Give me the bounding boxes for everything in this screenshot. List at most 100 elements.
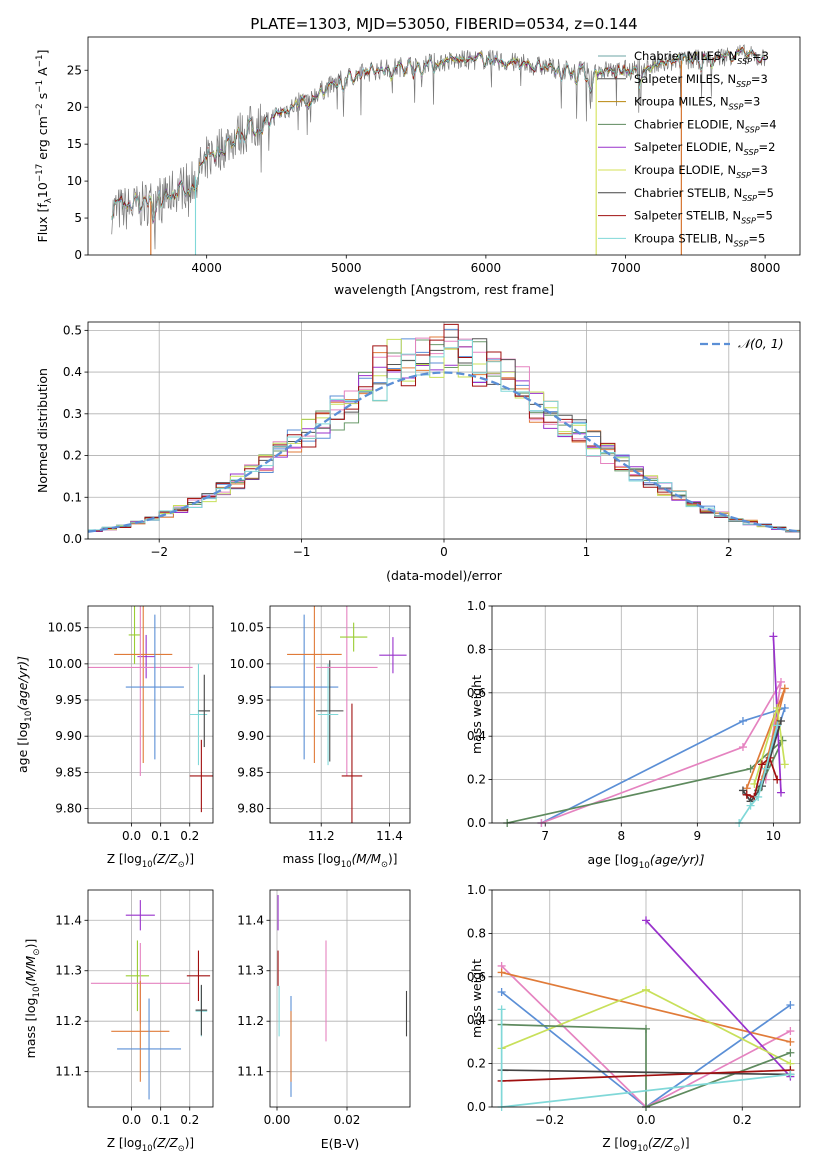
axes-frame (269, 605, 411, 824)
point-marker (497, 987, 506, 996)
x-axis-label: Z [log10(Z/Z⊙)] (107, 852, 194, 869)
ylabel-sun: ⊙ (32, 948, 42, 955)
x-tick-label: 4000 (191, 261, 222, 275)
y-tick-label: 10.05 (48, 621, 82, 635)
panel-spectrum: 4000 5000 6000 7000 8000 0 5 10 15 20 25 PLATE=1303… (35, 15, 801, 297)
x-tick-label: 7 (541, 829, 549, 843)
y-tick-label: 11.3 (55, 964, 82, 978)
x-tick-label: 7000 (610, 261, 641, 275)
xlabel-tail: )] (185, 852, 194, 866)
xlabel-text: mass [log (283, 852, 341, 866)
legend-sub: SSP (742, 194, 757, 203)
y-tick-label: 11.4 (237, 913, 264, 927)
point-marker (746, 801, 755, 810)
weight-line-1 (541, 681, 782, 823)
y-tick-label: 0.1 (63, 490, 82, 504)
x-tick-label: 0.1 (151, 1113, 170, 1127)
point-marker (497, 968, 506, 977)
xlabel-text: age [log (587, 852, 638, 867)
y-tick-label: 9.80 (237, 802, 264, 816)
legend-suffix: =3 (751, 72, 768, 86)
y-tick-label: 9.80 (55, 802, 82, 816)
weight-line-6 (501, 1069, 791, 1076)
legend-name: Chabrier MILES, N (634, 49, 737, 63)
weight-line-2 (501, 971, 791, 1043)
x-axis-label: (data-model)/error (386, 568, 503, 583)
xlabel-sub: 10 (142, 1143, 153, 1153)
y-tick-label: 9.90 (55, 729, 82, 743)
legend-entry: Salpeter MILES, NSSP=3 (634, 72, 768, 89)
x-tick-label: 5000 (331, 261, 362, 275)
x-axis-label: Z [log10(Z/Z⊙)] (107, 1136, 194, 1153)
x-tick-label: 11.2 (308, 829, 335, 843)
point-marker (738, 743, 747, 752)
x-tick-label: 11.4 (376, 829, 403, 843)
x-tick-label: 0.0 (636, 1113, 655, 1127)
y-tick-label: 0.2 (467, 773, 486, 787)
point-marker (786, 1027, 795, 1036)
x-tick-label: 1 (583, 545, 591, 559)
legend-name: Kroupa MILES, N (634, 95, 729, 109)
ylabel-text: age [log (15, 722, 30, 773)
x-axis-label: age [log10(age/yr)] (587, 852, 704, 871)
axes-frame (87, 889, 214, 1108)
xlabel-text: Z [log (107, 852, 142, 866)
xlabel-expr: (age/yr)] (650, 852, 705, 867)
legend-entry: Salpeter STELIB, NSSP=5 (634, 209, 773, 226)
ylabel-part: s (35, 93, 50, 104)
x-axis-label: mass [log10(M/M⊙)] (283, 852, 398, 869)
y-tick-label: 0.4 (63, 365, 82, 379)
xlabel-expr: (Z/Z (648, 1136, 674, 1150)
y-tick-label: 0.4 (467, 1013, 486, 1027)
point-marker (780, 703, 789, 712)
y-tick-label: 0.0 (63, 532, 82, 546)
y-tick-label: 11.3 (237, 964, 264, 978)
y-tick-label: 0.8 (467, 642, 486, 656)
ylabel-part: erg cm (35, 116, 50, 164)
point-marker (642, 985, 650, 994)
y-tick-label: 15 (67, 137, 82, 151)
y-tick-label: 0.4 (467, 729, 486, 743)
xlabel-expr: (M/M (352, 852, 382, 866)
x-tick-label: −1 (293, 545, 311, 559)
y-tick-label: 9.95 (55, 693, 82, 707)
legend-suffix: =2 (758, 140, 775, 154)
x-tick-label: 0.02 (334, 1113, 361, 1127)
legend-name: Salpeter MILES, N (634, 72, 736, 86)
model-spectrum-8 (111, 48, 766, 221)
legend-suffix: =3 (751, 163, 768, 177)
legend-sub: SSP (736, 80, 751, 89)
legend-name: Chabrier STELIB, N (634, 186, 742, 200)
y-tick-label: 10.05 (230, 621, 264, 635)
y-tick-label: 11.2 (237, 1014, 264, 1028)
y-tick-label: 10 (67, 174, 82, 188)
xlabel-sub: 10 (341, 859, 352, 869)
x-tick-label: 2 (725, 545, 733, 559)
point-marker (776, 788, 785, 797)
point-marker (497, 1005, 506, 1014)
weight-line-7 (501, 1069, 791, 1082)
legend-name: Salpeter STELIB, N (634, 209, 741, 223)
weight-line-8 (500, 1009, 791, 1107)
x-tick-label: 0.2 (733, 1113, 752, 1127)
x-tick-label: 0.00 (264, 1113, 291, 1127)
ylabel-expr: (age/yr)] (15, 656, 30, 711)
legend-entry: Kroupa STELIB, NSSP=5 (634, 231, 765, 248)
point-marker (642, 1024, 650, 1033)
point-marker (786, 1037, 795, 1046)
xlabel-sun: ⊙ (178, 859, 185, 869)
xlabel-sun: ⊙ (178, 1143, 185, 1153)
ylabel-part: −1 (35, 80, 45, 93)
y-tick-label: 10.00 (230, 657, 264, 671)
point-marker (738, 786, 747, 795)
xlabel-sun: ⊙ (381, 859, 388, 869)
point-marker (769, 632, 778, 641)
x-axis-label: Z [log10(Z/Z⊙)] (602, 1136, 689, 1153)
ylabel-expr: (M/M (23, 956, 38, 987)
y-tick-label: 0.2 (467, 1057, 486, 1071)
y-tick-label: 0 (74, 248, 82, 262)
panel-age_vs_mass: 11.2 11.4 9.80 9.85 9.90 9.95 10.00 10.05 mass [… (230, 605, 411, 869)
ylabel-tail: )] (23, 939, 38, 949)
